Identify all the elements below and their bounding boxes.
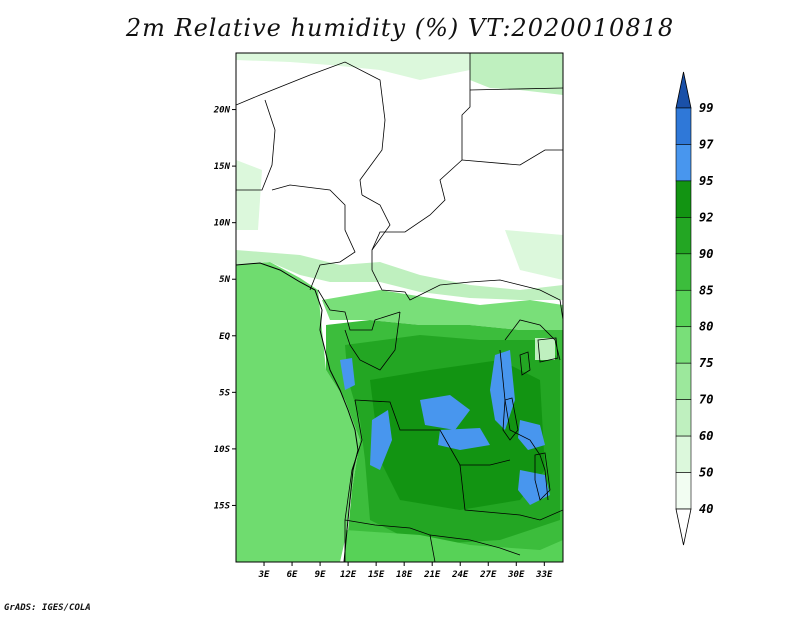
- humidity-field: [236, 53, 563, 562]
- colorbar-bottom-triangle: [675, 508, 692, 546]
- colorbar-segment: [675, 472, 692, 510]
- colorbar-label: 80: [699, 320, 713, 334]
- colorbar-label: 40: [699, 502, 713, 516]
- lat-axis: 20N 15N 10N 5N EQ 5S 10S 15S: [213, 106, 236, 511]
- colorbar-label: 97: [699, 137, 714, 151]
- lon-tick-label: 30E: [507, 570, 525, 580]
- lat-tick-label: 10S: [214, 445, 231, 455]
- colorbar-label: 99: [699, 101, 713, 115]
- lat-tick-label: 15N: [214, 162, 231, 172]
- lon-tick-label: 9E: [315, 570, 326, 580]
- colorbar-label: 60: [699, 429, 713, 443]
- lakes: [502, 337, 559, 501]
- lon-tick-label: 21E: [423, 570, 441, 580]
- lat-tick-label: 15S: [214, 501, 231, 511]
- lat-tick-label: 20N: [213, 106, 231, 116]
- coastline: [236, 262, 359, 562]
- colorbar-label: 92: [699, 210, 713, 224]
- lon-tick-label: 27E: [479, 570, 497, 580]
- colorbar-label: 85: [699, 283, 713, 297]
- colorbar-label: 90: [699, 247, 713, 261]
- lon-tick-label: 3E: [258, 570, 270, 580]
- credit-text: GrADS: IGES/COLA: [4, 603, 91, 613]
- lon-tick-label: 24E: [451, 570, 469, 580]
- lon-tick-label: 6E: [287, 570, 298, 580]
- colorbar-label: 75: [699, 356, 713, 370]
- lat-tick-label: 5N: [219, 275, 230, 285]
- lon-axis: 3E 6E 9E 12E 15E 18E 21E 24E 27E 30E 33E: [258, 562, 553, 580]
- colorbar-segment: [675, 217, 692, 255]
- map-title: 2m Relative humidity (%) VT:2020010818: [125, 14, 675, 42]
- colorbar-segment: [675, 399, 692, 437]
- lat-tick-label: EQ: [219, 332, 230, 342]
- lon-tick-label: 18E: [396, 570, 413, 580]
- colorbar-segment: [675, 362, 692, 400]
- colorbar-label: 70: [699, 393, 713, 407]
- lon-tick-label: 33E: [535, 570, 553, 580]
- colorbar-segment: [675, 289, 692, 328]
- colorbar-segment: [675, 326, 692, 364]
- colorbar-segment: [675, 180, 692, 218]
- lon-tick-label: 12E: [340, 570, 357, 580]
- colorbar-segment: [675, 107, 692, 145]
- colorbar-segment: [675, 253, 692, 291]
- lon-tick-label: 15E: [368, 570, 385, 580]
- lat-tick-label: 5S: [219, 388, 230, 398]
- colorbar-segment: [675, 435, 692, 473]
- colorbar-segment: [675, 144, 692, 182]
- colorbar-top-triangle: [675, 71, 692, 109]
- plot-frame: [235, 52, 564, 563]
- country-borders: [236, 53, 563, 562]
- lat-tick-label: 10N: [214, 219, 231, 229]
- colorbar-legend: 99 97 95 92 90 85 80 75 70 60 50 40: [675, 71, 714, 546]
- colorbar-label: 50: [699, 466, 713, 480]
- colorbar-label: 95: [699, 174, 713, 188]
